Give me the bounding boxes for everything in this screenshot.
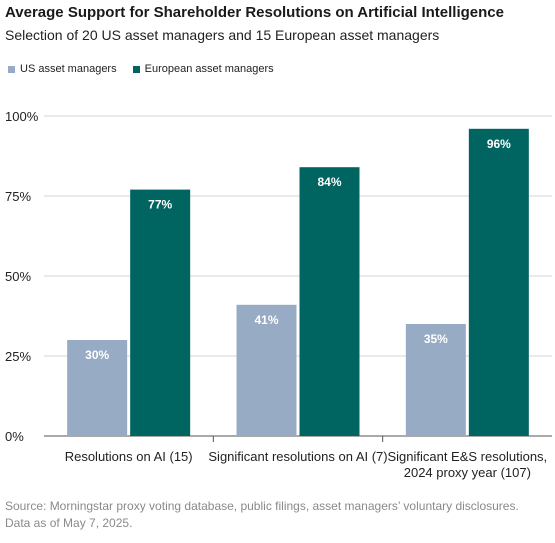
y-tick-label: 50% <box>5 269 31 284</box>
source-note: Source: Morningstar proxy voting databas… <box>5 499 519 530</box>
legend-item-us: US asset managers <box>8 63 117 75</box>
bar <box>130 189 191 436</box>
bar <box>299 167 360 436</box>
legend-label-europe: European asset managers <box>144 63 274 75</box>
x-tick-label: 2024 proxy year (107) <box>404 465 531 480</box>
legend-label-us: US asset managers <box>20 63 117 75</box>
data-label: 77% <box>148 198 172 212</box>
data-label: 30% <box>85 348 109 362</box>
legend-swatch-europe <box>132 65 140 73</box>
chart-title: Average Support for Shareholder Resoluti… <box>5 4 504 21</box>
data-label: 84% <box>317 175 341 189</box>
data-label: 35% <box>424 332 448 346</box>
y-tick-label: 100% <box>5 109 39 124</box>
x-tick-label: Significant resolutions on AI (7) <box>208 449 387 464</box>
legend-item-europe: European asset managers <box>132 63 274 75</box>
legend-swatch-us <box>8 65 15 73</box>
x-tick-label: Resolutions on AI (15) <box>65 449 193 464</box>
y-tick-label: 0% <box>5 429 24 444</box>
chart-subtitle: Selection of 20 US asset managers and 15… <box>5 27 440 43</box>
y-tick-label: 25% <box>5 349 31 364</box>
bar <box>468 128 529 437</box>
data-label: 96% <box>487 137 511 151</box>
bar <box>236 304 297 436</box>
y-tick-label: 75% <box>5 189 31 204</box>
bar-chart: 0% 25% 50% 75% 100% 30% 77% Resolutions on AI (… <box>5 109 552 480</box>
bar <box>405 324 466 436</box>
bar <box>67 340 128 436</box>
legend: US asset managers European asset manager… <box>8 63 290 75</box>
x-tick-label: Significant E&S resolutions, <box>387 449 547 464</box>
data-label: 41% <box>254 313 278 327</box>
